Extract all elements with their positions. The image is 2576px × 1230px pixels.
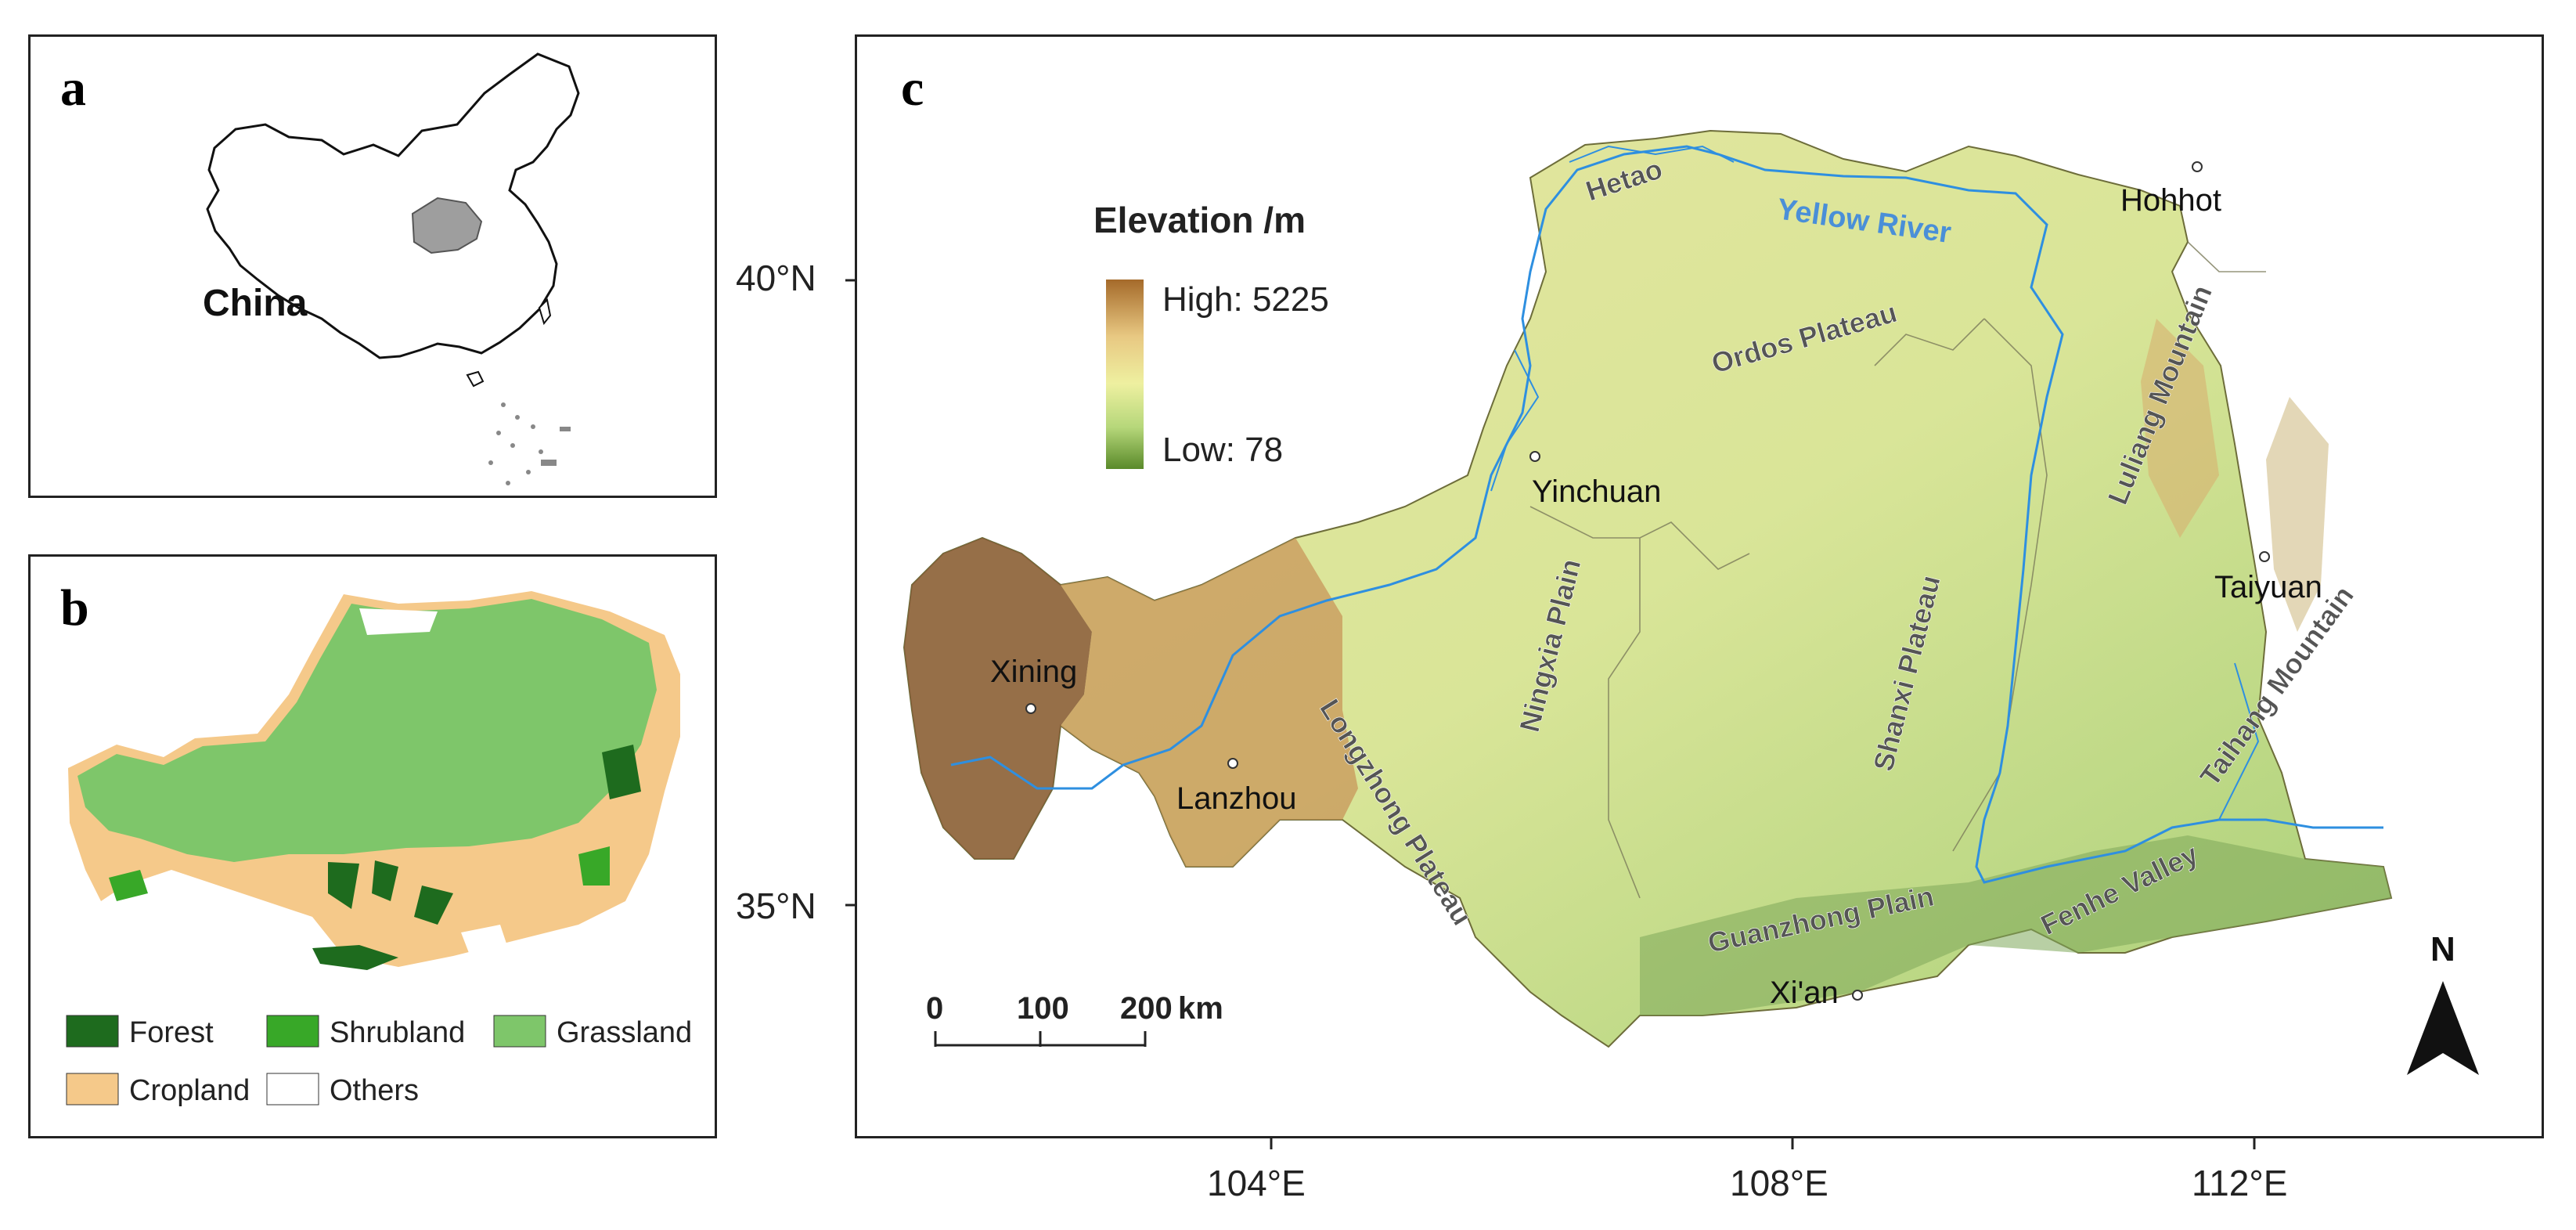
north-arrow-icon: N xyxy=(2407,930,2479,1075)
panel-b-landcover-map: b Forest Shrubland xyxy=(28,554,717,1138)
landcover-legend: Forest Shrubland Grassland Cropland Othe… xyxy=(66,1015,692,1107)
legend-swatch-cropland xyxy=(66,1073,119,1106)
terrain-highland-west xyxy=(904,538,1092,859)
city-label-yinchuan: Yinchuan xyxy=(1532,474,1661,509)
landcover-forest xyxy=(312,745,641,970)
elevation-legend-title: Elevation /m xyxy=(1093,200,1306,240)
legend-swatch-others xyxy=(266,1073,319,1106)
north-arrow-label: N xyxy=(2430,930,2455,968)
city-label-xian: Xi'an xyxy=(1770,976,1839,1010)
china-label: China xyxy=(203,283,308,324)
city-markers xyxy=(1025,161,2270,1001)
hainan-island xyxy=(466,370,485,388)
terrain-highland-longzhong xyxy=(1061,538,1358,867)
landcover-shrubland xyxy=(109,846,610,901)
city-marker-yinchuan xyxy=(1529,451,1540,462)
lat-tick-35n: 35°N xyxy=(736,886,816,926)
terrain-luliang-highs xyxy=(2141,319,2219,538)
city-label-hohhot: Hohhot xyxy=(2120,183,2221,218)
panel-a-letter: a xyxy=(60,60,86,117)
panel-c-elevation-map: c xyxy=(855,34,2544,1138)
loess-plateau-highlight xyxy=(411,197,483,254)
legend-swatch-shrubland xyxy=(266,1015,319,1048)
landcover-svg: Forest Shrubland Grassland Cropland Othe… xyxy=(66,591,692,1107)
city-label-taiyuan: Taiyuan xyxy=(2214,570,2322,604)
lat-tick-40n: 40°N xyxy=(736,258,816,298)
yellow-river xyxy=(950,145,2383,884)
elevation-colorbar xyxy=(1106,280,1144,469)
scale-tick-100: 100 xyxy=(1017,991,1069,1026)
terrain-lowland-southeast xyxy=(1640,835,2391,1015)
city-marker-xining xyxy=(1025,703,1036,714)
legend-label-grassland: Grassland xyxy=(557,1016,692,1049)
terrain-taihang-highs xyxy=(2266,397,2329,632)
city-marker-lanzhou xyxy=(1227,758,1238,769)
lon-tick-112e: 112°E xyxy=(2192,1163,2288,1203)
scale-tick-200: 200 xyxy=(1120,991,1173,1026)
legend-swatch-grassland xyxy=(493,1015,546,1048)
city-labels: Hohhot Yinchuan Xining Lanzhou Taiyuan X… xyxy=(990,183,2322,1010)
panel-a-china-map: a China xyxy=(28,34,717,498)
legend-label-others: Others xyxy=(330,1074,419,1107)
elevation-legend-high: High: 5225 xyxy=(1162,280,1329,319)
china-outline xyxy=(206,52,580,359)
scale-unit: km xyxy=(1178,991,1223,1026)
scale-tick-0: 0 xyxy=(926,991,943,1026)
lon-tick-108e: 108°E xyxy=(1730,1163,1828,1203)
city-marker-hohhot xyxy=(2192,161,2203,172)
china-outline-map: China xyxy=(203,52,580,485)
lon-tick-104e: 104°E xyxy=(1207,1163,1306,1203)
legend-swatch-forest xyxy=(66,1015,119,1048)
south-china-sea-islands xyxy=(488,402,571,485)
city-marker-xian xyxy=(1852,990,1863,1001)
legend-label-shrubland: Shrubland xyxy=(330,1016,465,1049)
city-marker-taiyuan xyxy=(2259,551,2270,562)
city-label-xining: Xining xyxy=(990,655,1077,689)
scale-bar: 0 100 200 km xyxy=(926,991,1223,1047)
legend-label-cropland: Cropland xyxy=(129,1074,250,1107)
landcover-others xyxy=(359,608,508,953)
city-label-lanzhou: Lanzhou xyxy=(1176,781,1296,816)
panel-b-letter: b xyxy=(60,579,89,637)
landcover-grassland xyxy=(77,599,657,862)
panel-c-letter: c xyxy=(901,60,924,117)
elevation-legend: Elevation /m High: 5225 Low: 78 xyxy=(1093,200,1329,469)
taiwan-island xyxy=(538,298,552,326)
legend-label-forest: Forest xyxy=(129,1016,214,1049)
elevation-legend-low: Low: 78 xyxy=(1162,431,1283,469)
elevation-map-svg: Elevation /m High: 5225 Low: 78 Hohhot Y… xyxy=(903,129,2479,1075)
